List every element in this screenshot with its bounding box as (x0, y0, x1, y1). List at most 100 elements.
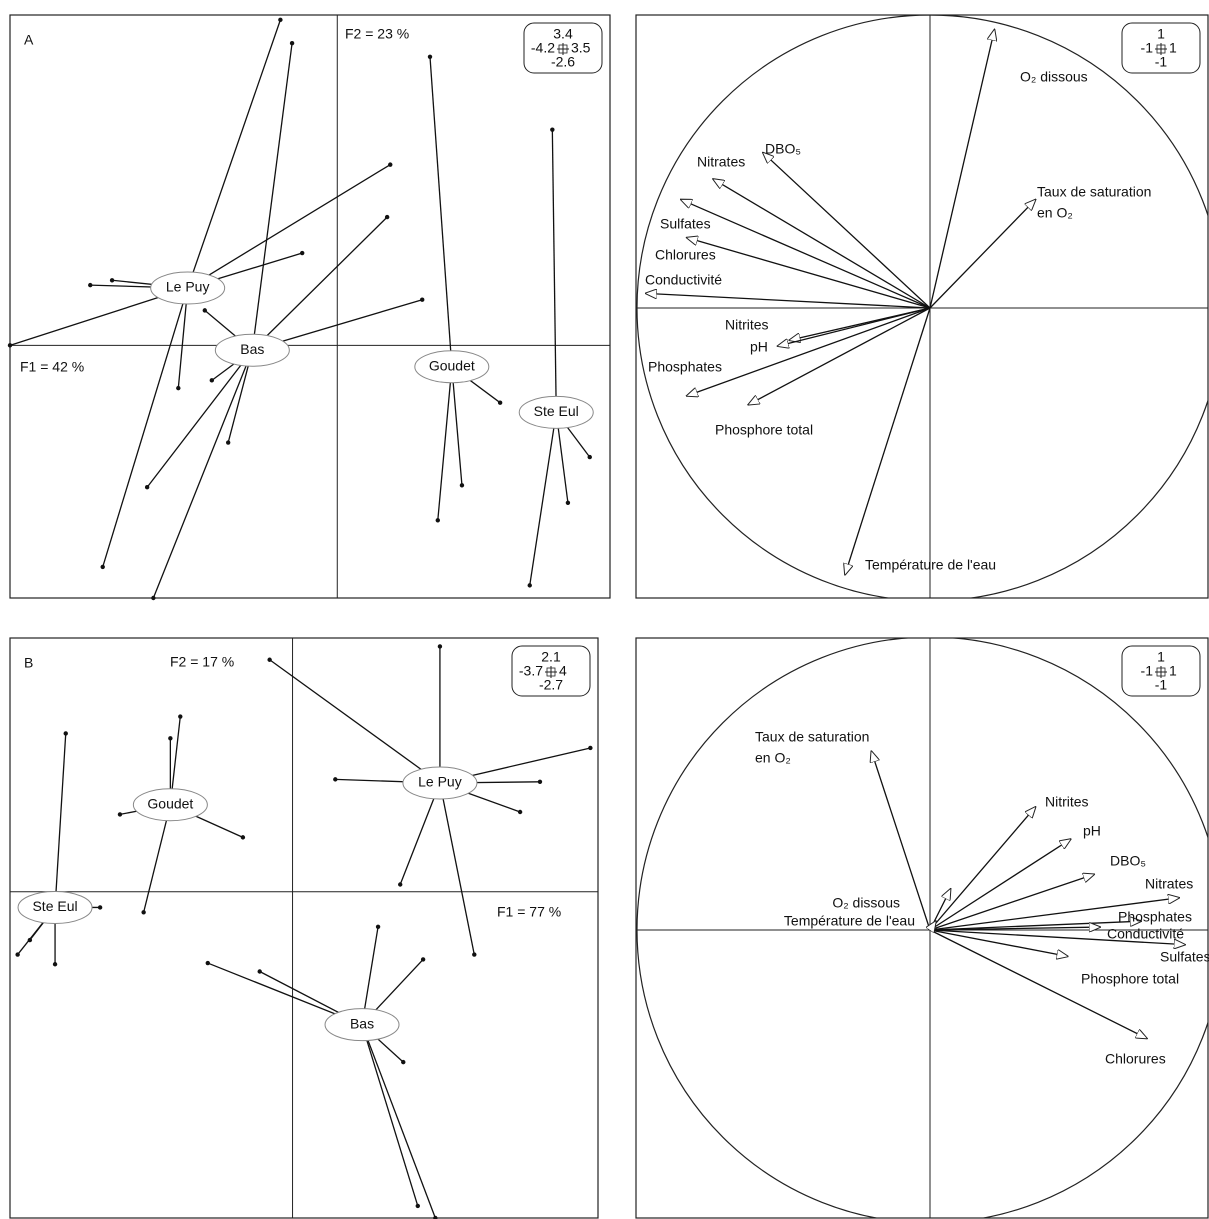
group-center (150, 271, 226, 305)
scale-label: -1 (1155, 54, 1168, 70)
point (52, 962, 58, 967)
variable-label: Chlorures (655, 247, 716, 263)
scale-cross (558, 44, 568, 54)
arrow (845, 307, 931, 575)
arrow (687, 307, 931, 396)
group-center (402, 766, 478, 800)
scale-label: -4.2 (531, 40, 555, 56)
star-ray (152, 349, 253, 599)
variable-label: Phosphore total (715, 422, 813, 438)
star-ray (451, 366, 463, 486)
group-center (518, 395, 594, 429)
star-ray (439, 782, 475, 955)
point (209, 378, 215, 383)
variable-label: Conductivité (1107, 926, 1184, 942)
panel-label: A (24, 32, 34, 48)
point (109, 278, 115, 283)
panel-label: B (24, 655, 33, 671)
variable-label: Phosphore total (1081, 971, 1179, 987)
variable-label: O₂ dissous (832, 895, 900, 911)
point (257, 969, 262, 974)
variable-label: Conductivité (645, 272, 722, 288)
variable-label: pH (1083, 823, 1101, 839)
point (433, 1215, 438, 1219)
arrow (929, 898, 1179, 931)
frame (635, 637, 1209, 1219)
arrow (929, 200, 1035, 309)
arrow (930, 921, 936, 930)
arrow (748, 307, 931, 405)
point (176, 385, 181, 391)
star-ray (143, 804, 171, 913)
point (437, 644, 443, 649)
point (527, 583, 532, 588)
point (168, 736, 173, 741)
star-ray (177, 287, 189, 389)
star-ray (187, 19, 282, 289)
group-label: Le Puy (166, 279, 210, 295)
point (517, 809, 523, 815)
star-ray (269, 659, 441, 784)
x-axis-label: F1 = 42 % (20, 359, 84, 375)
star-ray (146, 349, 253, 488)
y-axis-label: F2 = 23 % (345, 26, 409, 42)
frame (9, 14, 611, 599)
variable-label: O₂ dissous (1020, 69, 1088, 85)
scale-label: -2.6 (551, 54, 575, 70)
variable-label: Température de l'eau (865, 557, 996, 573)
scale-label: 1 (1169, 663, 1177, 679)
star-ray (187, 164, 391, 289)
scale-label: -1 (1141, 40, 1154, 56)
arrow (929, 927, 1100, 930)
point (587, 454, 592, 460)
point (202, 308, 208, 313)
scale-cross (1156, 667, 1166, 677)
star-ray (361, 1024, 419, 1207)
arrow (778, 307, 931, 346)
scale-label: 3.4 (553, 26, 573, 42)
point (88, 282, 93, 288)
variable-label: DBO₅ (765, 141, 801, 157)
scale-label: 1 (1169, 40, 1177, 56)
point (497, 400, 503, 405)
point (300, 250, 305, 256)
star-ray (251, 43, 293, 351)
arrow (646, 293, 931, 309)
point (550, 127, 555, 132)
arrow (871, 751, 931, 931)
arrow (687, 238, 931, 309)
scale-label: 1 (1157, 649, 1165, 665)
star-ray (437, 366, 453, 521)
scale-cross (1156, 44, 1166, 54)
point (427, 54, 433, 59)
arrow (713, 179, 931, 309)
frame (9, 637, 599, 1219)
variable-label: Phosphates (648, 359, 722, 375)
variable-label: Taux de saturation (755, 729, 869, 745)
group-center (132, 788, 208, 822)
point (435, 518, 440, 523)
point (375, 924, 381, 929)
group-center (17, 890, 93, 924)
star-ray (54, 733, 67, 908)
scale-label: 3.5 (571, 40, 591, 56)
scale-label: 4 (559, 663, 567, 679)
variable-label: en O₂ (755, 750, 791, 766)
point (537, 779, 543, 784)
arrow (929, 929, 1147, 1038)
y-axis-label: F2 = 17 % (170, 654, 234, 670)
point (388, 162, 393, 167)
arrow (929, 30, 994, 309)
group-label: Ste Eul (32, 898, 77, 914)
point (384, 214, 390, 220)
point (459, 483, 465, 488)
point (100, 564, 105, 570)
scale-label: -1 (1141, 663, 1154, 679)
scale-cross (546, 667, 556, 677)
point (225, 440, 231, 445)
arrow (929, 807, 1035, 931)
point (398, 882, 403, 887)
scale-label: 2.1 (541, 649, 561, 665)
